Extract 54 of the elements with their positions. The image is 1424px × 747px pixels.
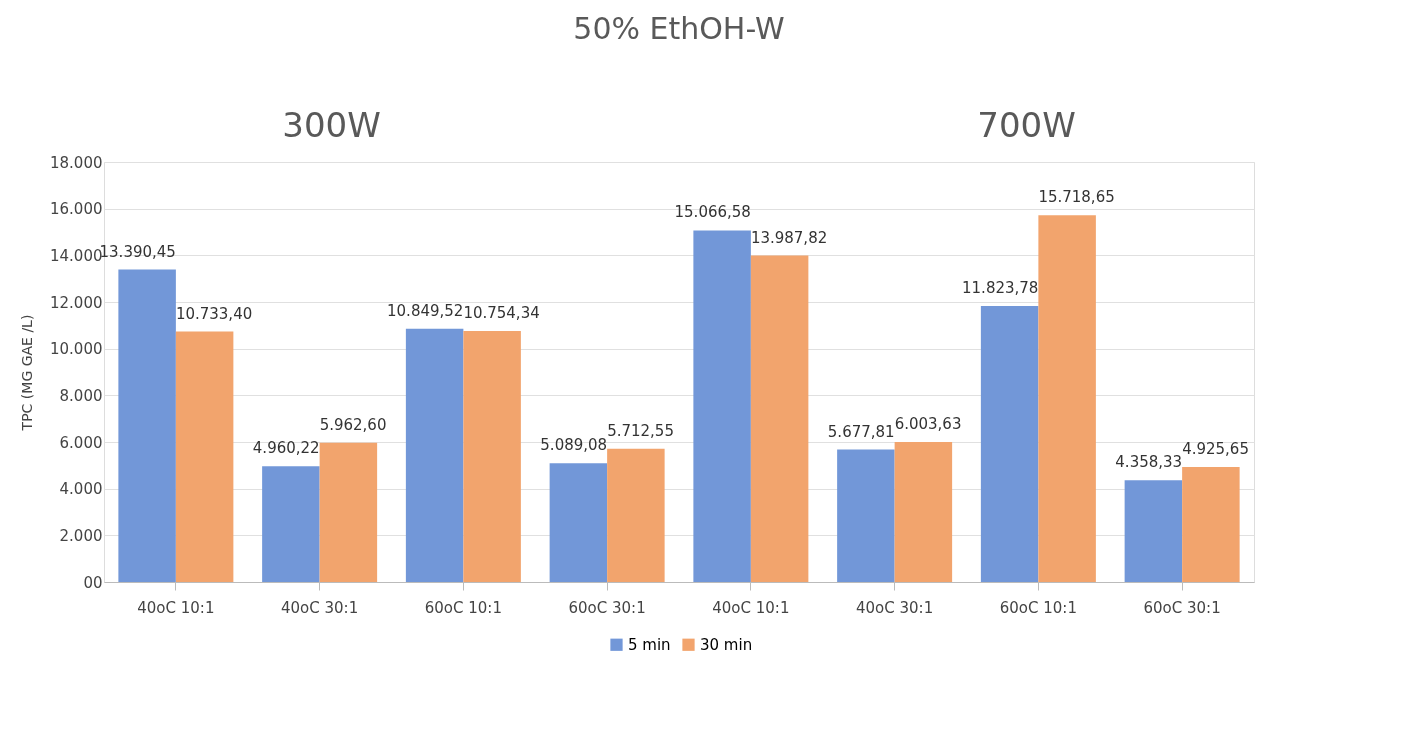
- data-label: 4.925,65: [1182, 440, 1249, 459]
- bar: [463, 331, 521, 582]
- x-tick-label: 40oC 30:1: [856, 598, 934, 617]
- text: 700W: [977, 105, 1076, 145]
- chart-title: 50% EthOH-W: [573, 11, 785, 46]
- bar: [607, 448, 665, 582]
- y-tick-label: 18.000: [50, 153, 103, 172]
- bar: [118, 269, 176, 582]
- y-tick-label: 12.000: [50, 293, 103, 312]
- bar: [894, 441, 953, 582]
- data-label: 4.358,33: [1115, 453, 1183, 472]
- data-label: 13.987,82: [750, 228, 828, 247]
- bar: [837, 449, 895, 582]
- bar: [750, 255, 809, 582]
- y-tick-label: 00: [83, 573, 103, 592]
- x-tick-label: 40oC 10:1: [712, 598, 790, 617]
- text: 300W: [282, 105, 381, 145]
- data-label: 10.849,52: [387, 301, 464, 320]
- data-label: 5.962,60: [319, 415, 387, 434]
- data-label: 5.712,55: [607, 421, 674, 440]
- bar: [319, 442, 378, 582]
- data-label: 15.718,65: [1038, 188, 1115, 207]
- x-tick-label: 60oC 30:1: [568, 598, 646, 617]
- x-tick-label: 60oC 10:1: [999, 598, 1077, 617]
- bar: [980, 306, 1039, 582]
- x-tick-label: 60oC 30:1: [1143, 598, 1221, 617]
- y-axis-title: TPC (MG GAE /L): [19, 314, 36, 432]
- bar: [1038, 215, 1096, 582]
- data-label: 10.754,34: [463, 304, 540, 323]
- legend-label: 5 min: [628, 635, 671, 654]
- y-tick-label: 16.000: [50, 200, 103, 219]
- legend-label: 30 min: [700, 635, 753, 654]
- bar: [405, 328, 464, 582]
- data-label: 5.677,81: [827, 422, 895, 441]
- data-label: 6.003,63: [894, 414, 962, 433]
- data-label: 15.066,58: [674, 203, 751, 222]
- x-tick-label: 40oC 30:1: [281, 598, 359, 617]
- data-label: 5.089,08: [540, 436, 608, 455]
- y-tick-label: 10.000: [50, 340, 103, 359]
- bar: [1124, 480, 1183, 582]
- x-tick-label: 40oC 10:1: [137, 598, 215, 617]
- bar: [262, 466, 320, 582]
- bar: [1182, 467, 1240, 582]
- y-tick-label: 8.000: [59, 386, 103, 405]
- data-label: 10.733,40: [175, 304, 253, 323]
- data-label: 11.823,78: [962, 279, 1039, 298]
- bar: [693, 230, 751, 582]
- y-tick-label: 6.000: [59, 433, 103, 452]
- y-tick-label: 4.000: [59, 480, 103, 499]
- bar: [549, 463, 608, 582]
- data-label: 4.960,22: [252, 439, 320, 458]
- y-tick-label: 2.000: [59, 526, 103, 545]
- bar: [175, 331, 234, 582]
- x-tick-label: 60oC 10:1: [424, 598, 502, 617]
